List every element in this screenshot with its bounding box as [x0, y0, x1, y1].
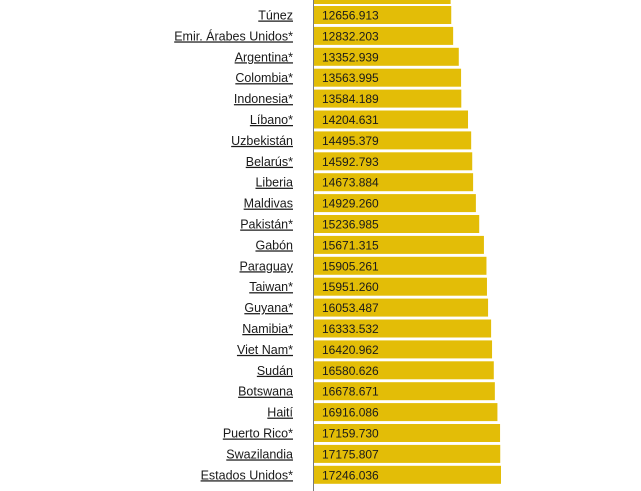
bar-value-label: 15671.315: [322, 238, 379, 252]
values-layer: 12656.913 12832.203 13352.939 13563.995 1358…: [322, 9, 379, 483]
category-label-link[interactable]: Belarús*: [246, 155, 293, 169]
category-label-link[interactable]: Uzbekistán: [231, 134, 293, 148]
bar-partial-top: [314, 0, 451, 4]
bar-value-label: 15905.261: [322, 259, 379, 273]
bar: [314, 194, 476, 213]
category-label-link[interactable]: Estados Unidos*: [201, 468, 294, 482]
bar-value-label: 16678.671: [322, 385, 379, 399]
bar: [314, 235, 484, 254]
bar-value-label: 16053.487: [322, 301, 379, 315]
category-label-link[interactable]: Colombia*: [235, 71, 293, 85]
bar-value-label: 17175.807: [322, 447, 379, 461]
bar-value-label: 17159.730: [322, 427, 379, 441]
category-label-link[interactable]: Viet Nam*: [237, 343, 293, 357]
category-label-link[interactable]: Puerto Rico*: [223, 427, 293, 441]
bar: [314, 361, 494, 380]
category-label-link[interactable]: Botswana: [238, 385, 293, 399]
category-label-link[interactable]: Indonesia*: [234, 92, 293, 106]
bar: [314, 215, 480, 233]
bar-value-label: 13584.189: [322, 92, 379, 106]
bar-value-label: 16333.532: [322, 322, 379, 336]
bar-value-label: 14592.793: [322, 155, 379, 169]
category-label-link[interactable]: Liberia: [255, 176, 293, 190]
category-label-link[interactable]: Namibia*: [242, 322, 293, 336]
category-label-link[interactable]: Haití: [267, 406, 293, 420]
bar: [314, 152, 473, 171]
bar-value-label: 15951.260: [322, 280, 379, 294]
bar: [314, 110, 469, 129]
bar: [314, 444, 501, 463]
category-label-link[interactable]: Swazilandia: [226, 447, 293, 461]
bar: [314, 256, 487, 275]
bar-value-label: 17246.036: [322, 468, 379, 482]
labels-layer: Túnez Emir. Árabes Unidos* Argentina* Colom…: [174, 9, 294, 483]
category-label-link[interactable]: Paraguay: [239, 259, 293, 273]
bar: [314, 131, 472, 150]
bar: [314, 403, 498, 422]
category-label-link[interactable]: Líbano*: [250, 113, 293, 127]
bar: [314, 26, 454, 45]
bar: [314, 424, 501, 442]
bar: [314, 68, 462, 87]
bar: [314, 298, 489, 317]
bar-value-label: 16580.626: [322, 364, 379, 378]
bar: [314, 6, 452, 24]
category-label-link[interactable]: Argentina*: [235, 50, 294, 64]
bar-value-label: 13563.995: [322, 71, 379, 85]
category-label-link[interactable]: Pakistán*: [240, 218, 293, 232]
bar: [314, 277, 487, 296]
bar-value-label: 14495.379: [322, 134, 379, 148]
bar-value-label: 12832.203: [322, 29, 379, 43]
bar-value-label: 13352.939: [322, 50, 379, 64]
bar-value-label: 16420.962: [322, 343, 379, 357]
category-label-link[interactable]: Gabón: [255, 238, 293, 252]
bar-value-label: 14929.260: [322, 197, 379, 211]
category-label-link[interactable]: Emir. Árabes Unidos*: [174, 28, 293, 43]
bar: [314, 382, 495, 401]
bar: [314, 173, 474, 192]
bar: [314, 465, 501, 484]
bars-layer: [314, 0, 501, 484]
bar: [314, 319, 492, 338]
bar-value-label: 15236.985: [322, 218, 379, 232]
bar: [314, 89, 462, 108]
bar-value-label: 14204.631: [322, 113, 379, 127]
bar-value-label: 14673.884: [322, 176, 379, 190]
category-label-link[interactable]: Sudán: [257, 364, 293, 378]
category-label-link[interactable]: Guyana*: [244, 301, 293, 315]
category-label-link[interactable]: Túnez: [258, 9, 293, 23]
bar-value-label: 16916.086: [322, 406, 379, 420]
bar-value-label: 12656.913: [322, 9, 379, 23]
bar: [314, 340, 493, 359]
bar: [314, 47, 459, 66]
category-label-link[interactable]: Maldivas: [244, 197, 293, 211]
category-label-link[interactable]: Taiwan*: [249, 280, 293, 294]
